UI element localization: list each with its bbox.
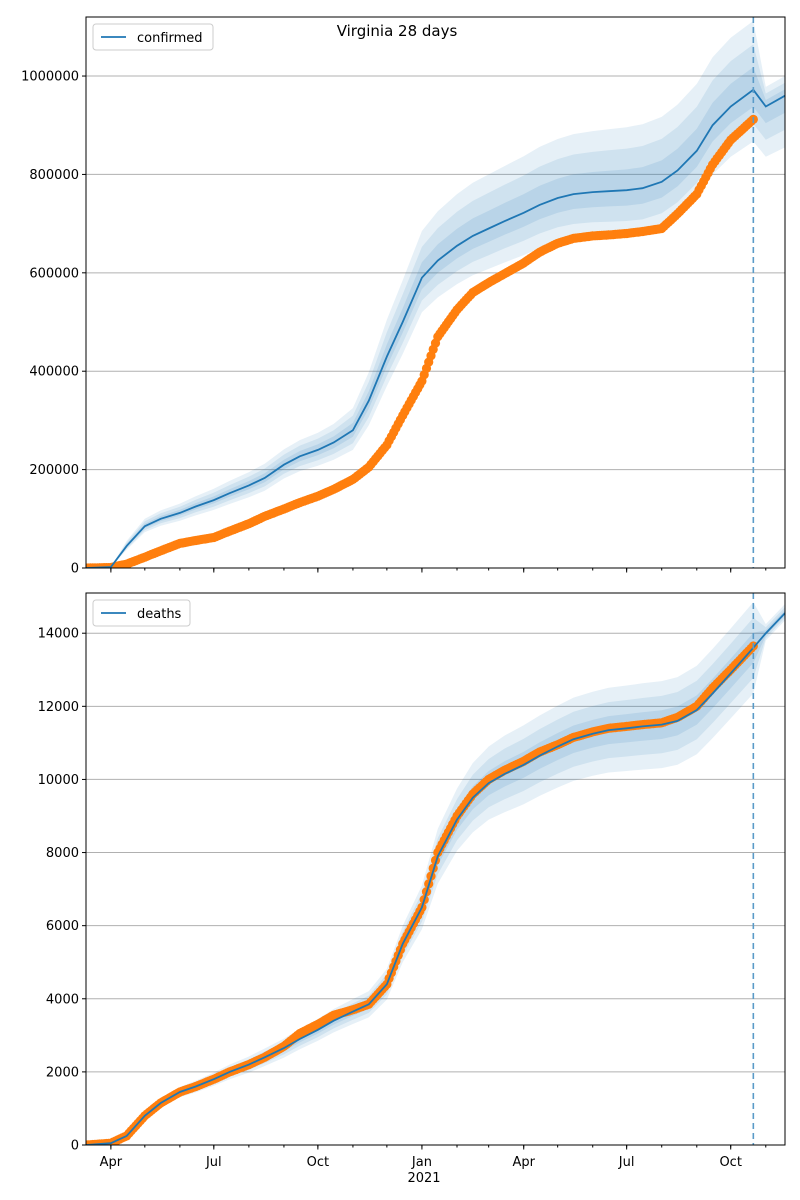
axes-frame [85, 16, 786, 569]
y-tick-label: 12000 [38, 700, 79, 715]
legend-box [92, 23, 214, 51]
legend-label: deaths [137, 607, 182, 622]
x-tick-label: Jul [205, 1155, 222, 1170]
y-tick-label: 10000 [38, 773, 79, 788]
y-tick-label: 0 [71, 562, 79, 577]
uncertainty-band [86, 610, 785, 1145]
legend-box [92, 599, 191, 627]
x-tick-label: Oct [307, 1155, 329, 1170]
uncertainty-band [86, 602, 785, 1145]
uncertainty-band [86, 44, 785, 568]
y-tick-label: 8000 [46, 846, 79, 861]
x-tick-label: Jul [618, 1155, 635, 1170]
legend: deaths [92, 599, 191, 627]
y-tick-label: 800000 [29, 168, 79, 183]
y-tick-label: 400000 [29, 365, 79, 380]
y-tick-label: 600000 [29, 266, 79, 281]
y-tick-label: 4000 [46, 992, 79, 1007]
confirmed-panel: 0 200000 400000 600000 800000 1000000 confirme… [21, 16, 786, 577]
y-tick-label: 200000 [29, 463, 79, 478]
x-tick-label: Jan [411, 1155, 432, 1170]
y-tick-label: 2000 [46, 1065, 79, 1080]
x-tick-label: Apr [100, 1155, 123, 1170]
model-line [86, 612, 785, 1145]
deaths-panel: 0 2000 4000 6000 8000 10000 12000 14000 Apr Jul Oc… [38, 592, 786, 1170]
x-axis-year-label: 2021 [407, 1171, 440, 1186]
y-tick-label: 0 [71, 1139, 79, 1154]
model-line [86, 88, 785, 568]
y-tick-label: 14000 [38, 627, 79, 642]
y-tick-label: 1000000 [21, 70, 79, 85]
x-tick-label: Oct [719, 1155, 741, 1170]
figure-title: Virginia 28 days [337, 22, 458, 40]
legend: confirmed [92, 23, 214, 51]
legend-label: confirmed [137, 31, 203, 46]
uncertainty-band [86, 20, 785, 568]
axes-frame [85, 592, 786, 1146]
y-tick-label: 6000 [46, 919, 79, 934]
x-tick-label: Apr [512, 1155, 535, 1170]
uncertainty-band [86, 67, 785, 568]
